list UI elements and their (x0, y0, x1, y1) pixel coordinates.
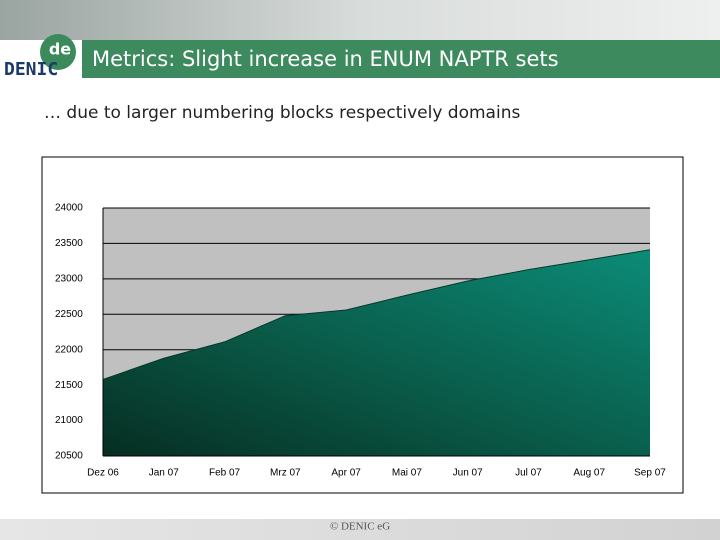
x-tick-label: Jan 07 (149, 468, 179, 479)
y-tick-label: 20500 (55, 451, 83, 462)
x-tick-label: Apr 07 (331, 468, 361, 479)
logo-badge (40, 34, 76, 70)
footer-text: © DENIC eG (330, 521, 390, 533)
footer-band (0, 519, 720, 540)
x-tick-label: Aug 07 (573, 468, 605, 479)
header-photo (0, 0, 720, 40)
logo-badge-text: de (49, 40, 71, 59)
y-tick-label: 22500 (55, 309, 83, 320)
y-tick-label: 21500 (55, 380, 83, 391)
area (103, 249, 650, 456)
x-tick-label: Dez 06 (87, 468, 119, 479)
y-tick-label: 22000 (55, 344, 83, 355)
y-tick-label: 21000 (55, 415, 83, 426)
x-tick-label: Jul 07 (515, 468, 542, 479)
x-tick-label: Feb 07 (209, 468, 241, 479)
y-tick-label: 24000 (55, 203, 83, 214)
plot: 20500 21000 21500 22000 22500 23000 23500 24000… (55, 203, 666, 479)
y-tick-label: 23500 (55, 238, 83, 249)
slide-title: Metrics: Slight increase in ENUM NAPTR s… (92, 47, 559, 71)
area-line (102, 249, 651, 380)
title-bar (82, 40, 720, 78)
x-tick-label: Sep 07 (634, 468, 666, 479)
y-tick-label: 23000 (55, 273, 83, 284)
x-tick-label: Mai 07 (392, 468, 422, 479)
logo-text: DENIC (4, 59, 58, 80)
slide-subtitle: … due to larger numbering blocks respect… (44, 103, 520, 123)
x-tick-label: Jun 07 (453, 468, 483, 479)
x-tick-label: Mrz 07 (270, 468, 301, 479)
